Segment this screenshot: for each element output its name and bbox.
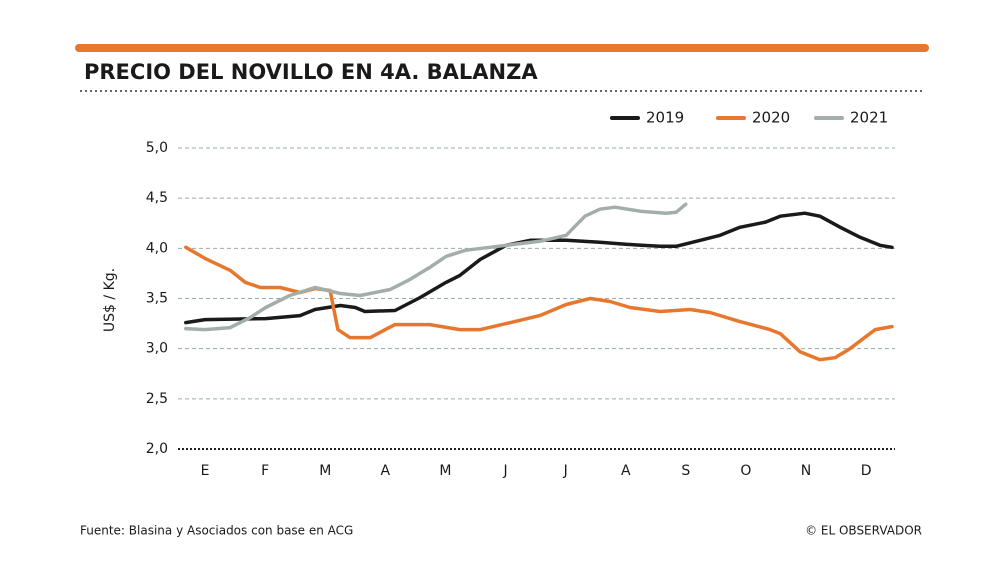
y-tick-label: 4,0 (146, 240, 168, 256)
y-tick-label: 2,5 (146, 391, 168, 407)
legend-label: 2019 (646, 109, 684, 127)
line (184, 211, 894, 325)
line (184, 245, 894, 362)
y-tick-label: 4,5 (146, 190, 168, 206)
y-tick-label: 3,0 (146, 341, 168, 357)
x-tick-label: M (439, 463, 451, 479)
y-tick-label: 3,5 (146, 291, 168, 307)
x-tick-label: F (261, 463, 269, 479)
credit: © EL OBSERVADOR (805, 524, 922, 538)
y-tick-label: 5,0 (146, 140, 168, 156)
legend-label: 2020 (752, 109, 790, 127)
x-tick-label: E (201, 463, 210, 479)
x-tick-label: O (740, 463, 751, 479)
x-tick-label: A (621, 463, 631, 479)
x-tick-label: S (681, 463, 690, 479)
line (184, 202, 688, 332)
x-tick-label: D (861, 463, 872, 479)
x-tick-label: N (801, 463, 811, 479)
x-tick-label: J (502, 463, 507, 479)
y-axis-label: US$ / Kg. (102, 268, 118, 332)
chart-title: PRECIO DEL NOVILLO EN 4A. BALANZA (84, 60, 538, 84)
source: Fuente: Blasina y Asociados con base en … (80, 524, 353, 538)
legend-label: 2021 (850, 109, 888, 127)
x-tick-label: M (319, 463, 331, 479)
header-bar (75, 44, 929, 52)
y-tick-label: 2,0 (146, 441, 168, 457)
x-tick-label: J (563, 463, 568, 479)
x-tick-label: A (381, 463, 391, 479)
